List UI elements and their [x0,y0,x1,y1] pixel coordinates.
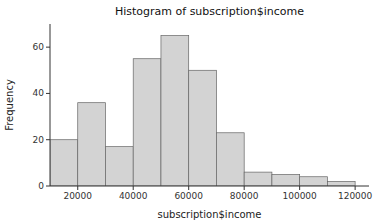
bar [189,70,217,186]
y-tick-label: 0 [38,181,44,191]
title: Histogram of subscription$income [115,5,304,18]
bar [161,36,189,186]
y-tick [46,139,50,140]
x-tick [299,186,300,190]
y-axis-label: Frequency [4,79,15,131]
bar [50,140,78,186]
y-tick-label: 20 [33,135,45,145]
bar [78,103,106,186]
chart-container: 20000 40000 60000 80000 100000 120000 0 20 40 60 H… [0,0,381,224]
x-tick-label: 60000 [174,191,203,201]
x-tick-label: 120000 [338,191,373,201]
y-axis-line [50,24,51,186]
bar [133,59,161,186]
x-axis-line [50,186,369,187]
bar [216,133,244,186]
x-tick [244,186,245,190]
y-tick [46,186,50,187]
bar [300,177,328,186]
x-tick [188,186,189,190]
x-tick-label: 100000 [282,191,317,201]
bar [105,147,133,186]
x-tick [133,186,134,190]
bar [327,181,355,186]
y-tick [46,93,50,94]
x-tick [355,186,356,190]
x-tick [77,186,78,190]
bar [244,172,272,186]
x-tick-label: 40000 [119,191,148,201]
x-tick-label: 20000 [63,191,92,201]
bar [272,174,300,186]
chart: 20000 40000 60000 80000 100000 120000 0 20 40 60 H… [0,0,381,224]
x-tick-label: 80000 [230,191,259,201]
y-tick [46,47,50,48]
y-tick-label: 40 [33,88,45,98]
y-tick-label: 60 [33,42,45,52]
x-axis-label: subscription$income [158,209,262,220]
bars [50,36,355,186]
